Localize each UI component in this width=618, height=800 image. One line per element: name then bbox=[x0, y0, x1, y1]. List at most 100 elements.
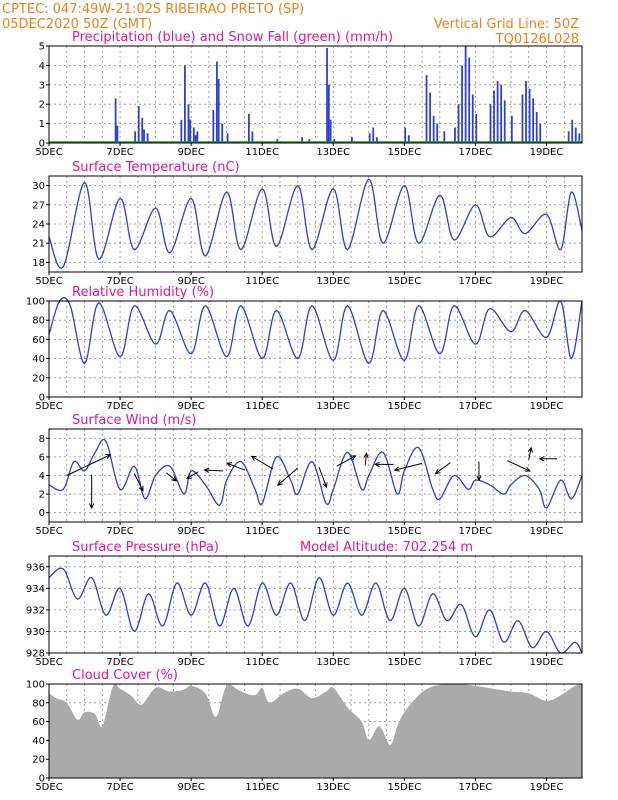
precip-bar-58 bbox=[567, 131, 570, 143]
precip-bar-41 bbox=[461, 65, 463, 143]
wind-vector-head-1 bbox=[89, 503, 95, 510]
precip-bar-31 bbox=[375, 137, 378, 143]
y-tick-label-2: 24 bbox=[32, 220, 45, 231]
x-tick-label-4: 13DEC bbox=[316, 401, 350, 412]
wind-vector-head-9 bbox=[322, 482, 328, 489]
y-tick-label-0: 928 bbox=[26, 649, 45, 660]
panel-1: 0 1 2 3 4 5 5DEC 7DEC 9DEC 11DEC 13DEC 15DEC 17DEC 19… bbox=[35, 30, 583, 158]
x-tick-label-3: 11DEC bbox=[245, 147, 279, 158]
wind-vector-head-8 bbox=[276, 480, 283, 486]
panel-frame-5 bbox=[48, 555, 583, 654]
wind-vector-head-16 bbox=[524, 466, 531, 472]
precip-bar-28 bbox=[351, 137, 353, 143]
wind-vector-head-2 bbox=[138, 485, 144, 492]
precip-bar-35 bbox=[429, 92, 431, 143]
header-code: TQ0126L028 bbox=[495, 32, 579, 47]
wind-vector-14 bbox=[435, 462, 451, 475]
y-tick-label-4: 936 bbox=[26, 562, 45, 573]
x-tick-label-1: 7DEC bbox=[106, 401, 133, 412]
wind-vector-head-6 bbox=[225, 462, 233, 468]
precip-bar-0 bbox=[114, 98, 117, 143]
wind-vector-6 bbox=[226, 462, 245, 471]
precip-bar-16 bbox=[217, 78, 220, 143]
precip-bar-59 bbox=[571, 119, 574, 143]
y-tick-label-3: 934 bbox=[26, 584, 45, 595]
precip-bar-52 bbox=[521, 94, 524, 143]
y-tick-label-5: 5 bbox=[39, 42, 45, 53]
y-tick-label-4: 80 bbox=[32, 316, 45, 327]
precip-bar-53 bbox=[525, 80, 527, 143]
x-tick-label-5: 15DEC bbox=[387, 276, 421, 287]
header-date: 05DEC2020 50Z (GMT) bbox=[2, 17, 152, 32]
precip-bar-38 bbox=[443, 131, 446, 143]
precip-bar-17 bbox=[221, 123, 224, 143]
x-tick-label-2: 9DEC bbox=[177, 276, 204, 287]
wind-vector-head-14 bbox=[434, 468, 441, 475]
wind-vector-5 bbox=[204, 469, 224, 472]
x-tick-label-4: 13DEC bbox=[316, 526, 350, 537]
precip-bar-44 bbox=[471, 94, 474, 143]
x-tick-label-4: 13DEC bbox=[316, 147, 350, 158]
x-tick-label-1: 7DEC bbox=[106, 782, 133, 793]
y-tick-label-1: 21 bbox=[32, 239, 45, 250]
precip-bar-47 bbox=[493, 90, 495, 143]
x-tick-label-7: 19DEC bbox=[530, 657, 564, 668]
x-tick-label-1: 7DEC bbox=[106, 276, 133, 287]
wind-vector-9 bbox=[318, 466, 327, 488]
x-tick-label-6: 17DEC bbox=[459, 657, 493, 668]
wind-vector-10 bbox=[336, 455, 356, 467]
x-tick-label-1: 7DEC bbox=[106, 657, 133, 668]
x-tick-label-0: 5DEC bbox=[35, 657, 62, 668]
x-tick-label-7: 19DEC bbox=[530, 526, 564, 537]
wind-vector-7 bbox=[251, 455, 274, 470]
precip-bar-42 bbox=[464, 46, 467, 143]
precip-bar-56 bbox=[535, 111, 538, 143]
precip-bar-39 bbox=[454, 127, 456, 143]
precip-bar-24 bbox=[326, 47, 328, 143]
wind-vector-3 bbox=[165, 472, 177, 482]
precip-bar-50 bbox=[503, 100, 506, 143]
x-tick-label-6: 17DEC bbox=[459, 276, 493, 287]
wind-vector-head-10 bbox=[350, 455, 357, 461]
wind-vector-16 bbox=[507, 460, 530, 472]
y-tick-label-4: 8 bbox=[39, 434, 45, 445]
precip-bar-14 bbox=[212, 110, 215, 143]
y-tick-label-4: 30 bbox=[32, 181, 45, 192]
y-tick-label-3: 3 bbox=[39, 80, 45, 91]
x-tick-label-2: 9DEC bbox=[177, 657, 204, 668]
y-tick-label-3: 60 bbox=[32, 335, 45, 346]
precip-bar-4 bbox=[141, 117, 144, 143]
x-tick-label-4: 13DEC bbox=[316, 782, 350, 793]
x-tick-label-2: 9DEC bbox=[177, 401, 204, 412]
precip-bar-49 bbox=[500, 84, 503, 143]
y-tick-label-1: 2 bbox=[39, 490, 45, 501]
precip-bar-13 bbox=[196, 131, 199, 143]
wind-vector-0 bbox=[66, 454, 111, 476]
x-tick-label-7: 19DEC bbox=[530, 782, 564, 793]
precip-bar-9 bbox=[187, 104, 190, 143]
x-tick-label-3: 11DEC bbox=[245, 276, 279, 287]
x-tick-label-3: 11DEC bbox=[245, 782, 279, 793]
precip-bar-10 bbox=[189, 119, 192, 143]
precip-bar-33 bbox=[407, 135, 410, 143]
precip-bar-54 bbox=[528, 88, 531, 143]
wind-vector-head-3 bbox=[171, 476, 178, 482]
precip-bar-6 bbox=[146, 133, 149, 143]
x-tick-label-5: 15DEC bbox=[387, 526, 421, 537]
panel-3: 0 20 40 60 80 100 5DEC 7DEC 9DEC 11DEC 13DEC 15DEC 1… bbox=[26, 285, 583, 412]
y-tick-label-0: 18 bbox=[32, 258, 45, 269]
x-tick-label-6: 17DEC bbox=[459, 526, 493, 537]
x-tick-label-3: 11DEC bbox=[245, 401, 279, 412]
wind-vector-17 bbox=[528, 447, 532, 460]
precip-bar-5 bbox=[143, 129, 145, 143]
precip-bar-46 bbox=[489, 104, 492, 143]
precip-bar-21 bbox=[276, 139, 279, 143]
x-tick-label-0: 5DEC bbox=[35, 782, 62, 793]
precip-bar-2 bbox=[134, 131, 137, 143]
y-tick-label-0: 0 bbox=[39, 508, 45, 519]
x-tick-label-3: 11DEC bbox=[245, 657, 279, 668]
precip-bar-48 bbox=[496, 80, 499, 143]
x-tick-label-0: 5DEC bbox=[35, 401, 62, 412]
x-tick-label-7: 19DEC bbox=[530, 147, 564, 158]
series-line-2 bbox=[48, 178, 583, 270]
